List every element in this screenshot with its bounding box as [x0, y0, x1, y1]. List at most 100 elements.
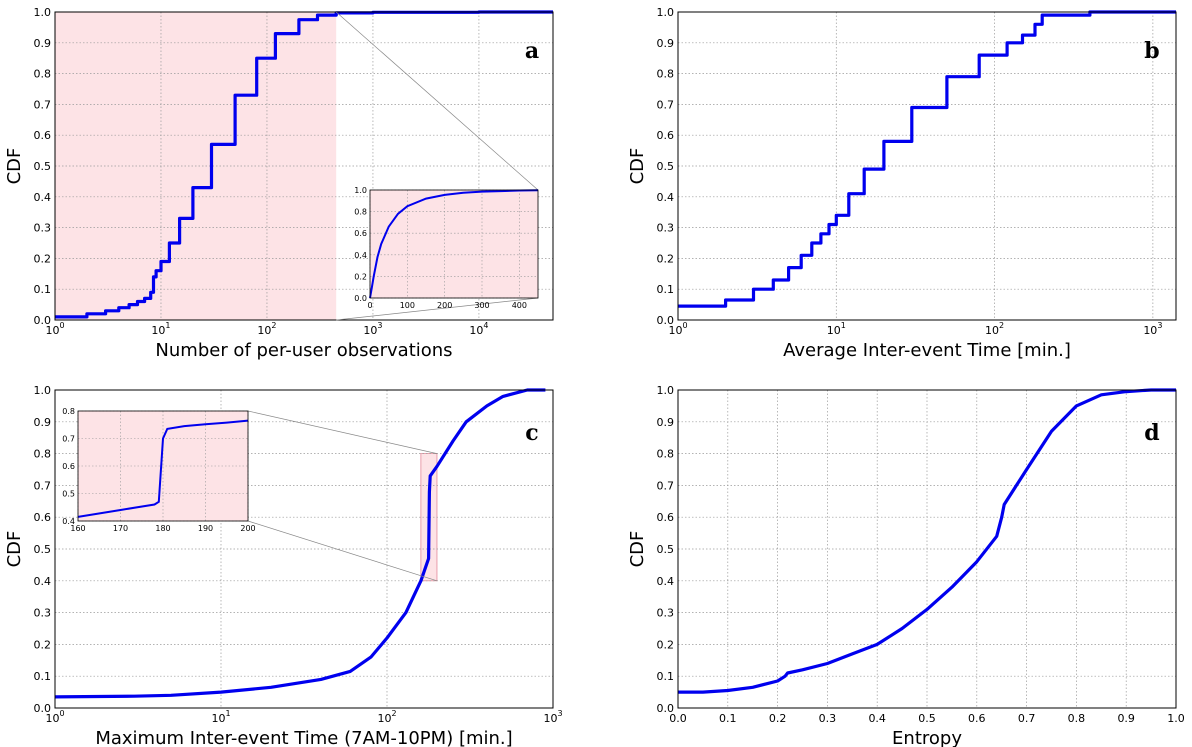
x-tick-label: 0.9: [1117, 712, 1135, 725]
y-tick-label: 0.2: [34, 638, 52, 651]
chart-panel-c: 0.0 0.1 0.2 0.3 0.4 0.5 0.6 0.7 0.8 0.9 1.0 100 101 1…: [4, 384, 563, 747]
y-tick-label: 0.5: [34, 160, 52, 173]
y-tick-label: 1.0: [657, 6, 675, 19]
cdf-series-line: [55, 10, 553, 319]
x-tick-label: 0.7: [1018, 712, 1036, 725]
y-tick-label: 0.0: [657, 314, 675, 327]
y-tick-label: 0.4: [657, 575, 675, 588]
y-tick-label: 0.8: [34, 68, 52, 81]
x-tick-label: 100: [45, 709, 64, 725]
x-tick-label: 102: [377, 709, 396, 725]
y-tick-label: 0.4: [657, 191, 675, 204]
y-tick-label: 0.7: [657, 98, 675, 111]
y-tick-label: 0.9: [34, 37, 52, 50]
axes-frame: [54, 389, 554, 709]
inset-x-tick-label: 160: [70, 524, 85, 533]
y-tick-label: 0.1: [657, 670, 675, 683]
cdf-series-line: [54, 388, 546, 699]
x-tick-label: 102: [257, 321, 276, 337]
cdf-series-line: [678, 10, 1176, 308]
y-tick-label: 0.6: [34, 511, 52, 524]
inset-x-tick-label: 200: [437, 301, 452, 310]
y-tick-label: 0.9: [34, 416, 52, 429]
y-tick-label: 0.2: [657, 252, 675, 265]
x-axis-label: Entropy: [892, 728, 962, 747]
y-tick-label: 0.7: [34, 479, 52, 492]
inset-axes: 0.0 0.2 0.4 0.6 0.8 1.0 0 100 200 300 400: [354, 186, 539, 310]
y-tick-label: 0.8: [657, 448, 675, 461]
inset-x-tick-label: 0: [367, 301, 372, 310]
y-tick-label: 0.1: [34, 283, 52, 296]
inset-y-tick-label: 0.6: [354, 229, 367, 238]
inset-y-tick-label: 0.8: [354, 208, 367, 217]
inset-x-tick-label: 190: [198, 524, 213, 533]
panel-letter-a: a: [525, 38, 539, 64]
x-axis-label: Average Inter-event Time [min.]: [783, 340, 1071, 361]
inset-series-line: [77, 419, 249, 518]
x-tick-label: 1.0: [1167, 712, 1185, 725]
inset-x-tick-label: 200: [240, 524, 255, 533]
zoom-connector: [247, 520, 438, 582]
chart-panel-d: 0.0 0.1 0.2 0.3 0.4 0.5 0.6 0.7 0.8 0.9 1.0 0.0 0.1 0…: [627, 384, 1185, 747]
inset-series-line: [369, 189, 539, 299]
inset-y-tick-label: 0.7: [62, 435, 75, 444]
y-tick-label: 0.6: [657, 511, 675, 524]
y-tick-label: 0.4: [34, 575, 52, 588]
y-tick-label: 0.5: [34, 543, 52, 556]
x-tick-label: 100: [668, 321, 687, 337]
x-axis-label: Maximum Inter-event Time (7AM-10PM) [min…: [95, 728, 512, 747]
y-axis-label: CDF: [627, 148, 648, 185]
x-tick-label: 104: [469, 321, 488, 337]
cdf-series-line: [678, 388, 1176, 694]
y-tick-label: 0.0: [34, 702, 52, 715]
inset-x-tick-label: 100: [400, 301, 415, 310]
panel-letter-d: d: [1144, 420, 1159, 446]
y-tick-label: 0.7: [657, 479, 675, 492]
x-tick-label: 102: [985, 321, 1004, 337]
inset-x-tick-label: 300: [474, 301, 489, 310]
y-tick-label: 0.5: [657, 543, 675, 556]
x-tick-label: 101: [151, 321, 170, 337]
y-tick-label: 0.9: [657, 37, 675, 50]
y-tick-label: 1.0: [34, 6, 52, 19]
inset-y-tick-label: 0.5: [62, 490, 75, 499]
inset-y-tick-label: 0.4: [62, 517, 75, 526]
y-tick-label: 0.3: [657, 222, 675, 235]
x-axis-label: Number of per-user observations: [155, 340, 452, 361]
y-tick-label: 0.2: [34, 252, 52, 265]
y-tick-label: 0.0: [34, 314, 52, 327]
y-tick-label: 0.8: [34, 448, 52, 461]
y-axis-label: CDF: [4, 148, 25, 185]
inset-y-tick-label: 0.4: [354, 251, 367, 260]
y-tick-label: 0.6: [657, 129, 675, 142]
zoom-connector: [335, 11, 539, 191]
x-tick-label: 0.4: [868, 712, 886, 725]
x-tick-label: 103: [543, 709, 562, 725]
axes-frame: [677, 11, 1177, 321]
y-tick-label: 0.9: [657, 416, 675, 429]
y-tick-label: 1.0: [657, 384, 675, 397]
zoom-connector: [336, 297, 539, 321]
x-tick-label: 103: [363, 321, 382, 337]
y-axis-label: CDF: [627, 531, 648, 568]
x-tick-label: 0.6: [968, 712, 986, 725]
y-tick-label: 0.3: [34, 222, 52, 235]
inset-y-tick-label: 0.8: [62, 407, 75, 416]
axes-frame: [54, 11, 554, 321]
x-tick-label: 0.3: [819, 712, 837, 725]
y-tick-label: 0.5: [657, 160, 675, 173]
chart-panel-b: 0.0 0.1 0.2 0.3 0.4 0.5 0.6 0.7 0.8 0.9 1.0 100 101 1…: [627, 6, 1177, 361]
y-tick-label: 0.7: [34, 98, 52, 111]
y-tick-label: 0.4: [34, 191, 52, 204]
y-tick-label: 0.8: [657, 68, 675, 81]
y-tick-label: 1.0: [34, 384, 52, 397]
x-tick-label: 100: [45, 321, 64, 337]
y-tick-label: 0.1: [657, 283, 675, 296]
y-tick-label: 0.1: [34, 670, 52, 683]
y-tick-label: 0.2: [657, 638, 675, 651]
y-tick-label: 0.6: [34, 129, 52, 142]
x-tick-label: 101: [827, 321, 846, 337]
x-tick-label: 103: [1143, 321, 1162, 337]
x-tick-label: 0.5: [918, 712, 936, 725]
